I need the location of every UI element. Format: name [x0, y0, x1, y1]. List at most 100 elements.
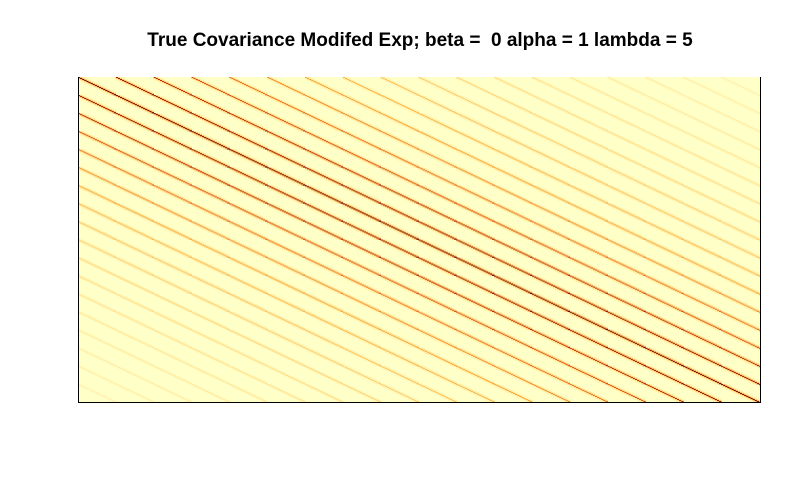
- heatmap-cell: [362, 124, 364, 125]
- heatmap-cell: [177, 90, 179, 91]
- heatmap-cell: [336, 130, 338, 131]
- heatmap-cell: [341, 94, 343, 95]
- heatmap-cell: [332, 128, 334, 129]
- heatmap-cell: [702, 105, 704, 106]
- heatmap-cell: [86, 102, 88, 103]
- heatmap-cell: [292, 127, 294, 128]
- heatmap-cell: [645, 132, 647, 133]
- heatmap-cell: [584, 103, 586, 104]
- heatmap-cell: [547, 121, 549, 122]
- heatmap-svg: [78, 77, 761, 403]
- heatmap-cell: [700, 122, 702, 123]
- heatmap-cell: [738, 122, 740, 123]
- heatmap-cell: [584, 85, 586, 86]
- heatmap-cell: [339, 94, 341, 95]
- heatmap-cell: [450, 94, 452, 95]
- heatmap-cell: [601, 93, 603, 94]
- heatmap-cell: [734, 84, 736, 85]
- heatmap-cell: [549, 104, 551, 105]
- heatmap-cell: [444, 127, 446, 128]
- heatmap-cell: [158, 81, 160, 82]
- heatmap-cell: [303, 112, 305, 113]
- heatmap-cell: [343, 97, 345, 98]
- heatmap-cell: [675, 92, 677, 93]
- heatmap-cell: [650, 80, 652, 81]
- heatmap-cell: [620, 84, 622, 85]
- heatmap-cell: [414, 130, 416, 131]
- heatmap-cell: [509, 103, 511, 104]
- heatmap-cell: [429, 84, 431, 85]
- heatmap-cell: [500, 81, 502, 82]
- heatmap-cell: [229, 115, 231, 116]
- heatmap-cell: [641, 130, 643, 131]
- heatmap-cell: [614, 99, 616, 100]
- heatmap-cell: [389, 119, 391, 120]
- heatmap-cell: [421, 134, 423, 135]
- heatmap-cell: [429, 138, 431, 139]
- heatmap-cell: [252, 126, 254, 127]
- heatmap-cell: [454, 94, 456, 95]
- heatmap-cell: [82, 135, 84, 136]
- heatmap-cell: [551, 105, 553, 106]
- heatmap-cell: [99, 125, 101, 126]
- heatmap-cell: [631, 89, 633, 90]
- heatmap-cell: [744, 89, 746, 90]
- heatmap-cell: [147, 112, 149, 113]
- heatmap-cell: [652, 135, 654, 136]
- heatmap-cell: [658, 84, 660, 85]
- heatmap-cell: [309, 99, 311, 100]
- heatmap-cell: [91, 86, 93, 87]
- heatmap-cell: [555, 89, 557, 90]
- heatmap-cell: [124, 102, 126, 103]
- heatmap-cell: [118, 99, 120, 100]
- heatmap-cell: [288, 89, 290, 90]
- heatmap-cell: [629, 88, 631, 89]
- heatmap-cell: [662, 104, 664, 105]
- heatmap-cell: [719, 94, 721, 95]
- heatmap-cell: [591, 106, 593, 107]
- heatmap-cell: [387, 82, 389, 83]
- heatmap-cell: [513, 105, 515, 106]
- heatmap-cell: [252, 108, 254, 109]
- heatmap-cell: [347, 99, 349, 100]
- heatmap-cell: [389, 137, 391, 138]
- heatmap-cell: [681, 94, 683, 95]
- heatmap-cell: [133, 88, 135, 89]
- heatmap-cell: [517, 126, 519, 127]
- heatmap-cell: [479, 126, 481, 127]
- heatmap-cell: [311, 118, 313, 119]
- heatmap-cell: [339, 112, 341, 113]
- heatmap-cell: [616, 118, 618, 119]
- heatmap-cell: [664, 87, 666, 88]
- heatmap-cell: [397, 105, 399, 106]
- heatmap-cell: [353, 84, 355, 85]
- heatmap-cell: [114, 112, 116, 113]
- heatmap-cell: [681, 112, 683, 113]
- heatmap-cell: [370, 92, 372, 93]
- heatmap-cell: [131, 87, 133, 88]
- heatmap-cell: [376, 130, 378, 131]
- heatmap-cell: [294, 110, 296, 111]
- heatmap-cell: [513, 124, 515, 125]
- heatmap-cell: [656, 83, 658, 84]
- heatmap-cell: [618, 101, 620, 102]
- heatmap-cell: [374, 112, 376, 113]
- heatmap-cell: [627, 105, 629, 106]
- heatmap-cell: [259, 111, 261, 112]
- heatmap-cell: [273, 82, 275, 83]
- heatmap-cell: [532, 114, 534, 115]
- heatmap-cell: [711, 109, 713, 110]
- heatmap-cell: [427, 101, 429, 102]
- heatmap-cell: [177, 127, 179, 128]
- heatmap-cell: [498, 98, 500, 99]
- heatmap-cell: [313, 119, 315, 120]
- heatmap-cell: [276, 137, 278, 138]
- heatmap-cell: [126, 121, 128, 122]
- heatmap-cell: [757, 130, 759, 131]
- heatmap-cell: [496, 79, 498, 80]
- heatmap-cell: [664, 123, 666, 124]
- heatmap-cell: [353, 102, 355, 103]
- heatmap-cell: [608, 78, 610, 79]
- heatmap-cell: [542, 119, 544, 120]
- heatmap-cell: [305, 97, 307, 98]
